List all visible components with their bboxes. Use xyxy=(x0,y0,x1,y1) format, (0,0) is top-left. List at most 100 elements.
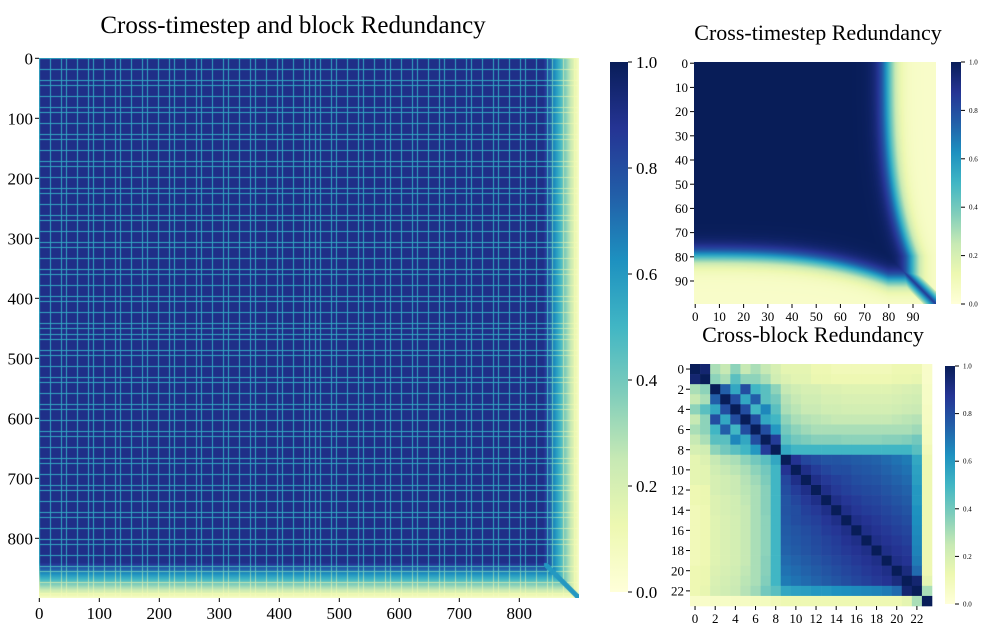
block-cell xyxy=(871,585,882,597)
block-cell xyxy=(881,414,892,425)
block-cell xyxy=(730,555,741,566)
main-y-tick-label: 200 xyxy=(8,169,34,188)
block-cell xyxy=(690,444,701,456)
block-cell xyxy=(720,364,731,375)
block-cell xyxy=(871,364,882,375)
block-cell xyxy=(700,535,711,546)
block-cell xyxy=(720,575,731,587)
block-cell xyxy=(730,525,741,536)
block-cell xyxy=(720,525,731,536)
block-cell xyxy=(780,485,792,496)
block-cell xyxy=(690,525,701,536)
block-cell xyxy=(811,384,822,395)
block-cell xyxy=(740,384,751,395)
block-cell xyxy=(790,505,802,516)
main-heatmap-y-ticks: 0 100 200 300 400 500 600 700 800 xyxy=(8,49,39,548)
block-cell xyxy=(871,384,882,395)
block-cell xyxy=(841,364,852,375)
block-cell xyxy=(921,454,933,466)
block-cell xyxy=(700,585,711,597)
timestep-heatmap-image xyxy=(694,62,936,304)
block-cell xyxy=(770,545,782,556)
block-cell xyxy=(760,585,771,597)
block-cell xyxy=(770,585,782,597)
block-cell xyxy=(760,485,771,496)
block-cell xyxy=(841,585,852,597)
block-cell xyxy=(780,444,792,456)
block-cell xyxy=(700,384,711,395)
block-cell xyxy=(800,595,812,607)
block-cell xyxy=(911,585,923,597)
block-cell xyxy=(821,364,832,375)
block-cell xyxy=(800,374,812,385)
block-cell xyxy=(710,424,721,435)
block-y-tick-label: 10 xyxy=(671,462,684,477)
block-cell xyxy=(911,545,923,556)
block-cell xyxy=(901,515,913,526)
block-cell xyxy=(760,454,771,466)
block-cell xyxy=(891,424,903,435)
block-cell xyxy=(841,404,852,415)
block-cell xyxy=(780,434,792,445)
block-cell xyxy=(831,474,842,486)
block-cell xyxy=(841,545,852,556)
block-cell xyxy=(911,515,923,526)
block-cell xyxy=(730,464,741,476)
block-cell xyxy=(690,474,701,486)
block-cell xyxy=(770,454,782,466)
block-colorbar-tick-label: 0.0 xyxy=(963,600,972,608)
block-cell xyxy=(821,555,832,566)
block-cell xyxy=(901,394,913,405)
block-cell xyxy=(841,464,852,476)
block-cell xyxy=(881,545,892,556)
block-cell xyxy=(800,505,812,516)
block-cell xyxy=(821,404,832,415)
block-cell xyxy=(841,555,852,566)
block-cell xyxy=(921,535,933,546)
block-cell xyxy=(690,434,701,445)
main-colorbar: 0.0 0.2 0.4 0.6 0.8 1.0 xyxy=(610,53,658,602)
block-cell xyxy=(891,535,903,546)
timestep-x-tick-label: 0 xyxy=(692,309,699,324)
block-cell xyxy=(700,414,711,425)
block-cell xyxy=(800,444,812,456)
timestep-y-tick-label: 90 xyxy=(675,274,688,289)
main-heatmap-x-ticks: 0 100 200 300 400 500 600 700 800 xyxy=(35,598,532,623)
block-cell xyxy=(730,424,741,435)
block-cell xyxy=(831,575,842,587)
block-cell xyxy=(740,495,751,506)
block-cell xyxy=(841,394,852,405)
block-cell xyxy=(831,464,842,476)
block-cell xyxy=(871,464,882,476)
block-cell xyxy=(881,525,892,536)
block-cell xyxy=(770,555,782,566)
block-cell xyxy=(710,525,721,536)
block-cell xyxy=(861,394,872,405)
block-cell xyxy=(911,525,923,536)
block-cell xyxy=(770,474,782,486)
block-cell xyxy=(700,474,711,486)
block-cell xyxy=(700,485,711,496)
block-cell xyxy=(891,525,903,536)
block-cell xyxy=(811,595,822,607)
block-cell xyxy=(790,444,802,456)
block-cell xyxy=(911,595,923,607)
block-cell xyxy=(881,424,892,435)
block-cell xyxy=(780,464,792,476)
block-cell xyxy=(831,555,842,566)
block-cell xyxy=(710,444,721,456)
block-cell xyxy=(841,595,852,607)
block-cell xyxy=(730,434,741,445)
timestep-colorbar-tick-label: 0.6 xyxy=(969,155,978,163)
block-cell xyxy=(901,565,913,577)
block-cell xyxy=(891,414,903,425)
main-heatmap-cells xyxy=(39,58,579,598)
block-cell xyxy=(811,424,822,435)
block-cell xyxy=(921,485,933,496)
block-cell xyxy=(790,565,802,577)
block-y-tick-label: 16 xyxy=(671,523,685,538)
block-heatmap-cells xyxy=(690,364,933,607)
block-cell xyxy=(690,575,701,587)
block-cell xyxy=(831,414,842,425)
block-cell xyxy=(891,404,903,415)
